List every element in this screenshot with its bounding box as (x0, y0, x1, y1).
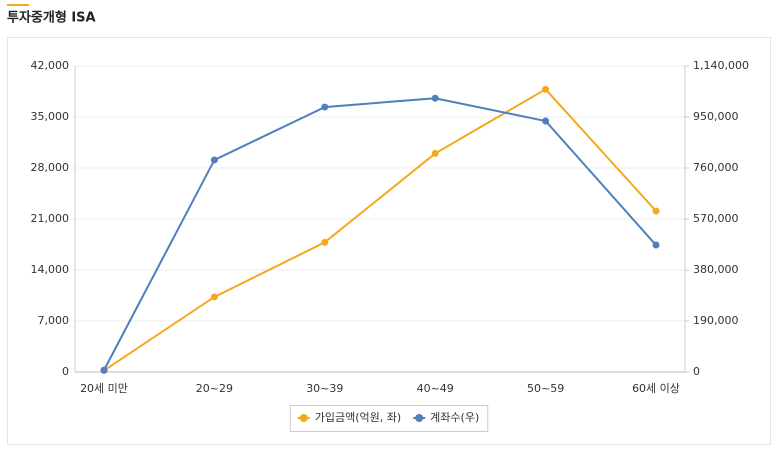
data-point (210, 156, 218, 164)
data-point (652, 241, 660, 249)
data-point (321, 238, 329, 246)
chart-frame (7, 37, 771, 445)
data-point (210, 293, 218, 301)
chart-title: 투자중개형 ISA (7, 10, 96, 26)
title-accent (7, 4, 29, 6)
y2-tick-label: 190,000 (693, 314, 739, 327)
x-tick-label: 30~39 (306, 382, 343, 395)
data-point (652, 207, 660, 215)
y-tick-label: 21,000 (31, 212, 70, 225)
series-line (103, 97, 657, 371)
data-point (431, 149, 439, 157)
data-point (321, 103, 329, 111)
y-tick-label: 28,000 (31, 161, 70, 174)
y2-tick-label: 570,000 (693, 212, 739, 225)
y-tick-label: 0 (62, 365, 69, 378)
x-tick-label: 20~29 (196, 382, 233, 395)
data-point (542, 85, 550, 93)
legend-label: 계좌수(우) (430, 411, 479, 424)
legend: 가입금액(억원, 좌) 계좌수(우) (289, 405, 489, 432)
x-tick-label: 50~59 (527, 382, 564, 395)
data-point (100, 366, 108, 374)
y2-tick-label: 760,000 (693, 161, 739, 174)
x-tick-label: 20세 미만 (80, 382, 128, 395)
y2-tick-label: 950,000 (693, 110, 739, 123)
y-tick-label: 7,000 (38, 314, 70, 327)
legend-box (289, 405, 489, 432)
data-point (431, 94, 439, 102)
y2-tick-label: 1,140,000 (693, 59, 749, 72)
x-tick-label: 60세 이상 (632, 382, 680, 395)
series-line (103, 88, 657, 372)
data-point (542, 117, 550, 125)
y2-tick-label: 380,000 (693, 263, 739, 276)
y-tick-label: 14,000 (31, 263, 70, 276)
legend-label: 가입금액(억원, 좌) (315, 411, 401, 424)
y-tick-label: 42,000 (31, 59, 70, 72)
y2-tick-label: 0 (693, 365, 700, 378)
y-tick-label: 35,000 (31, 110, 70, 123)
x-tick-label: 40~49 (417, 382, 454, 395)
